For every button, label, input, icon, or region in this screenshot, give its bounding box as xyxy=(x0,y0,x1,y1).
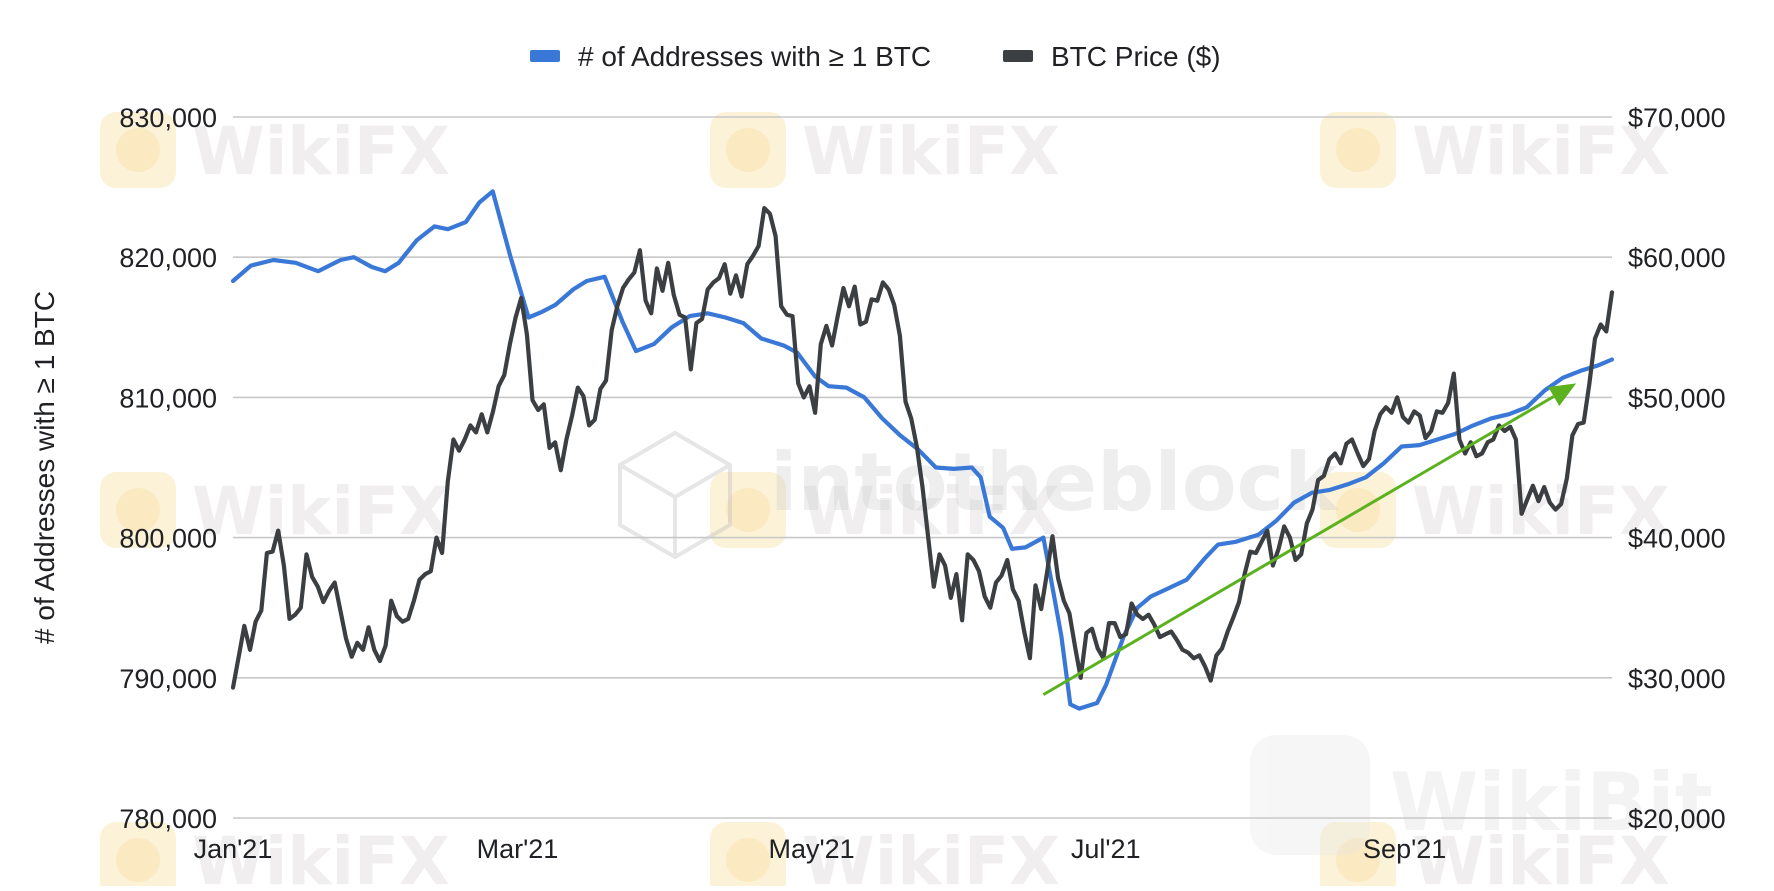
wikibit-watermark: WikiBit xyxy=(1250,735,1713,855)
y-right-tick-label: $50,000 xyxy=(1628,383,1726,413)
wikifx-watermark: WikiFX xyxy=(100,112,450,190)
wikifx-logo-mark xyxy=(1336,838,1380,882)
legend-swatch xyxy=(530,50,560,62)
legend: # of Addresses with ≥ 1 BTC BTC Price ($) xyxy=(530,41,1221,72)
y-left-tick-label: 780,000 xyxy=(119,804,217,834)
legend-item-addresses[interactable]: # of Addresses with ≥ 1 BTC xyxy=(530,41,931,72)
legend-label: BTC Price ($) xyxy=(1051,41,1221,72)
wikifx-watermark: WikiFX xyxy=(710,112,1060,190)
y-right-tick-label: $70,000 xyxy=(1628,103,1726,133)
y-left-tick-label: 810,000 xyxy=(119,383,217,413)
wikifx-watermark-text: WikiFX xyxy=(1412,113,1670,190)
wikifx-logo-mark xyxy=(1336,128,1380,172)
series-line-addresses xyxy=(230,189,1615,711)
axis-layer: 830,000 $70,000 820,000 $60,000 810,000 $50,0… xyxy=(29,103,1726,864)
series-line-btc-price xyxy=(230,206,1615,690)
y-left-tick-label: 800,000 xyxy=(119,524,217,554)
intotheblock-watermark-text: intotheblock xyxy=(770,436,1339,529)
wikibit-logo-icon xyxy=(1250,735,1370,855)
trend-arrow-head xyxy=(1548,383,1577,406)
y-right-tick-label: $40,000 xyxy=(1628,524,1726,554)
x-tick-label: Jan'21 xyxy=(194,834,273,864)
x-tick-label: May'21 xyxy=(768,834,854,864)
wikibit-watermark-text: WikiBit xyxy=(1390,756,1713,849)
wikifx-watermark: WikiFX xyxy=(100,822,450,891)
y-left-tick-label: 790,000 xyxy=(119,664,217,694)
y-right-tick-label: $60,000 xyxy=(1628,243,1726,273)
y-right-tick-label: $30,000 xyxy=(1628,664,1726,694)
wikifx-logo-mark xyxy=(726,838,770,882)
wikifx-watermark: WikiFX xyxy=(1320,112,1670,190)
y-left-tick-label: 830,000 xyxy=(119,103,217,133)
y-axis-title: # of Addresses with ≥ 1 BTC xyxy=(29,291,60,644)
trend-arrow-line xyxy=(1042,395,1555,696)
wikifx-watermark-text: WikiFX xyxy=(192,113,450,190)
wikifx-watermark: WikiFX xyxy=(1320,822,1670,891)
wikifx-logo-mark xyxy=(116,838,160,882)
legend-item-btc-price[interactable]: BTC Price ($) xyxy=(1003,41,1221,72)
wikifx-logo-mark xyxy=(726,128,770,172)
cube-logo-icon xyxy=(618,430,732,560)
wikifx-watermark-text: WikiFX xyxy=(1412,823,1670,886)
annotation-layer xyxy=(1042,383,1577,696)
legend-swatch xyxy=(1003,50,1033,62)
wikifx-watermark: WikiFX xyxy=(710,822,1060,891)
legend-label: # of Addresses with ≥ 1 BTC xyxy=(578,41,931,72)
wikifx-logo-mark xyxy=(726,488,770,532)
intotheblock-watermark: intotheblock xyxy=(618,430,1339,560)
series-layer xyxy=(230,189,1615,711)
y-left-tick-label: 820,000 xyxy=(119,243,217,273)
wikifx-logo-mark xyxy=(116,488,160,532)
y-right-tick-label: $20,000 xyxy=(1628,804,1726,834)
wikifx-watermark-text: WikiFX xyxy=(192,823,450,886)
wikifx-watermark-text: WikiFX xyxy=(802,823,1060,886)
x-tick-label: Jul'21 xyxy=(1071,834,1141,864)
wikifx-watermark-text: WikiFX xyxy=(192,473,450,550)
x-tick-label: Sep'21 xyxy=(1363,834,1446,864)
x-tick-label: Mar'21 xyxy=(477,834,559,864)
grid-layer xyxy=(233,116,1612,819)
wikifx-logo-mark xyxy=(116,128,160,172)
wikifx-watermark-text: WikiFX xyxy=(802,113,1060,190)
